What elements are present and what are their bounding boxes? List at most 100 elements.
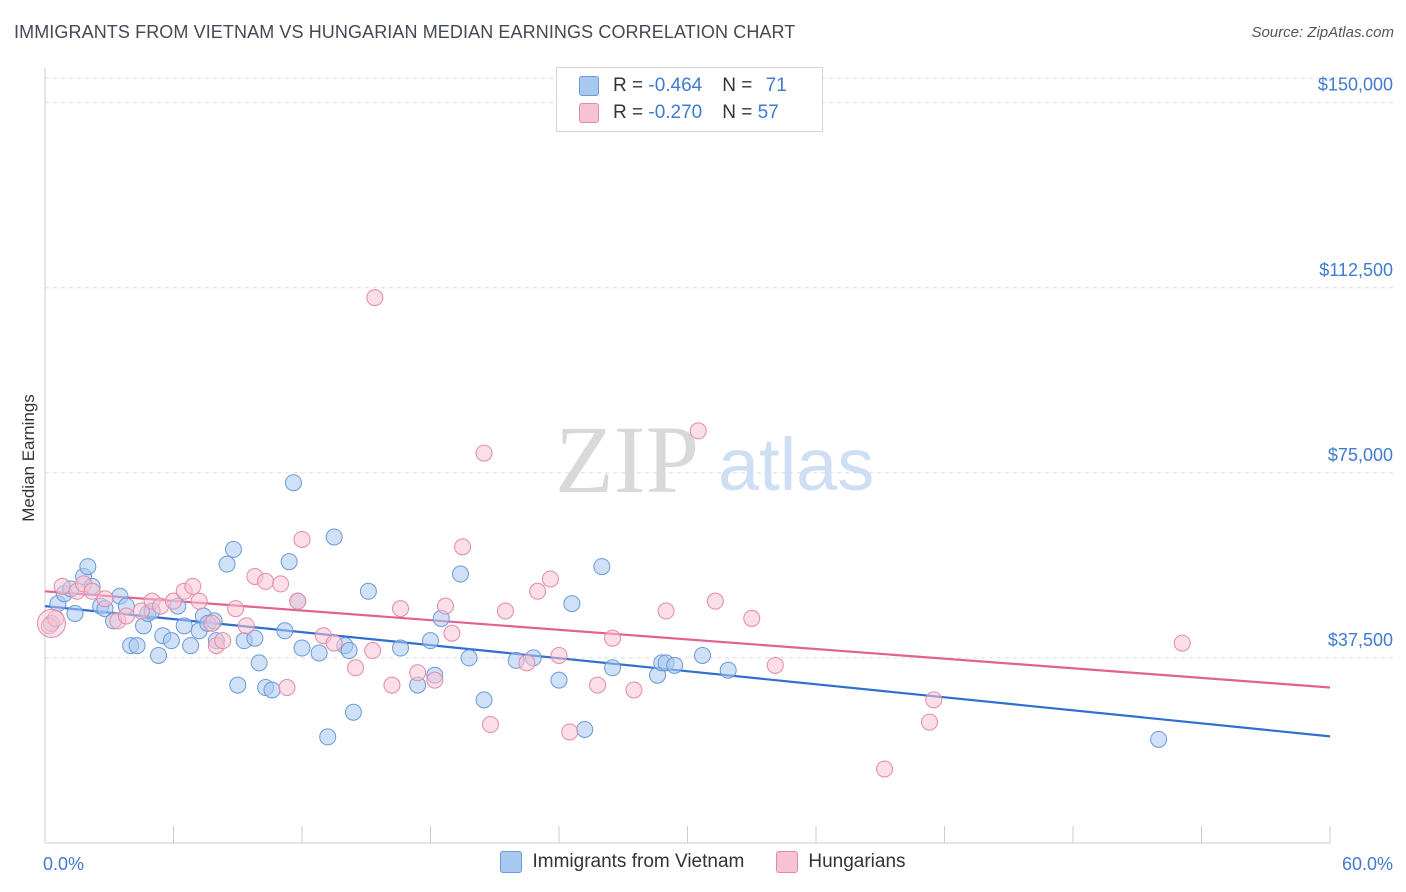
point-vietnam (263, 681, 281, 699)
x-tick-label: 0.0% (43, 854, 84, 874)
point-vietnam (563, 595, 581, 613)
x-tick-label: 60.0% (1342, 854, 1393, 874)
point-hungarians (766, 656, 784, 674)
y-tick-label: $37,500 (1328, 630, 1393, 650)
point-hungarians (347, 659, 365, 677)
point-hungarians (227, 600, 245, 618)
legend-swatch-vietnam (579, 76, 599, 96)
point-hungarians (96, 590, 114, 608)
trend-lines (44, 590, 1331, 738)
point-hungarians (53, 577, 71, 595)
point-vietnam (162, 632, 180, 650)
point-vietnam (550, 671, 568, 689)
series-swatch-hungarians (776, 851, 799, 873)
watermark: ZIP atlas (555, 406, 874, 513)
point-vietnam (229, 676, 247, 694)
point-cluster (36, 608, 66, 638)
point-hungarians (496, 602, 514, 620)
y-tick-label: $112,500 (1319, 260, 1393, 280)
point-hungarians (876, 760, 894, 778)
point-hungarians (475, 444, 493, 462)
point-vietnam (325, 528, 343, 546)
gridlines (45, 77, 1396, 659)
point-hungarians (278, 679, 296, 697)
legend-n-label: N = (722, 75, 758, 96)
legend-n-value: 57 (757, 102, 779, 123)
trend-line-vietnam (44, 605, 1331, 738)
point-hungarians (604, 629, 622, 647)
point-hungarians (1173, 634, 1191, 652)
point-vietnam (310, 644, 328, 662)
point-hungarians (392, 600, 410, 618)
y-tick-label: $75,000 (1328, 445, 1393, 465)
point-vietnam (460, 649, 478, 667)
point-vietnam (666, 656, 684, 674)
point-hungarians (743, 609, 761, 627)
point-vietnam (280, 553, 298, 571)
point-hungarians (289, 592, 307, 610)
point-hungarians (689, 422, 707, 440)
point-hungarians (364, 642, 382, 660)
point-vietnam (250, 654, 268, 672)
chart-title: IMMIGRANTS FROM VIETNAM VS HUNGARIAN MED… (14, 22, 796, 42)
point-vietnam (604, 659, 622, 677)
point-hungarians (625, 681, 643, 699)
point-hungarians (436, 597, 454, 615)
point-vietnam (182, 637, 200, 655)
series-legend-vietnam: Immigrants from Vietnam (500, 851, 744, 873)
y-axis-label: Median Earnings (19, 394, 38, 522)
legend-r-value: -0.270 (648, 102, 703, 123)
point-vietnam (175, 617, 193, 635)
point-hungarians (203, 614, 221, 632)
legend-row-vietnam: R = -0.464 N = 71 (579, 73, 787, 99)
point-hungarians (925, 691, 943, 709)
point-hungarians (518, 654, 536, 672)
point-vietnam (319, 728, 337, 746)
series-swatch-vietnam (500, 851, 523, 873)
legend-n-value: 71 (765, 75, 787, 96)
point-vietnam (451, 565, 469, 583)
point-vietnam (392, 639, 410, 657)
y-tick-label: $150,000 (1318, 75, 1393, 95)
point-hungarians (529, 582, 547, 600)
point-vietnam (359, 582, 377, 600)
point-hungarians (426, 671, 444, 689)
series-label-hungarians: Hungarians (808, 851, 906, 872)
point-vietnam (293, 639, 311, 657)
point-vietnam (79, 558, 97, 576)
point-hungarians (132, 602, 150, 620)
point-hungarians (443, 624, 461, 642)
point-hungarians (561, 723, 579, 741)
point-hungarians (706, 592, 724, 610)
point-hungarians (921, 713, 939, 731)
correlation-legend: R = -0.464 N = 71 R = -0.270 N = 57 (556, 67, 823, 132)
tick-labels: $37,500 $75,000 $112,500 $150,000 0.0% 60.0% (43, 75, 1393, 874)
point-vietnam (340, 642, 358, 660)
legend-r-label: R = (613, 102, 649, 123)
legend-r-label: R = (613, 75, 649, 96)
point-hungarians (657, 602, 675, 620)
legend-swatch-hungarians (579, 103, 599, 123)
point-vietnam (276, 622, 294, 640)
point-vietnam (719, 661, 737, 679)
point-hungarians (83, 582, 101, 600)
point-hungarians (409, 664, 427, 682)
point-vietnam (693, 646, 711, 664)
legend-row-hungarians: R = -0.270 N = 57 (579, 100, 779, 126)
legend-n-label: N = (722, 102, 758, 123)
point-hungarians (190, 592, 208, 610)
point-vietnam (576, 720, 594, 738)
legend-r-value: -0.464 (648, 75, 703, 96)
point-vietnam (1150, 730, 1168, 748)
point-hungarians (481, 716, 499, 734)
point-hungarians (214, 632, 232, 650)
point-vietnam (128, 637, 146, 655)
series-label-vietnam: Immigrants from Vietnam (532, 851, 745, 872)
point-hungarians (257, 572, 275, 590)
point-hungarians (184, 577, 202, 595)
point-hungarians (237, 617, 255, 635)
trend-line-hungarians (44, 590, 1331, 689)
point-hungarians (366, 289, 384, 307)
point-hungarians (293, 530, 311, 548)
